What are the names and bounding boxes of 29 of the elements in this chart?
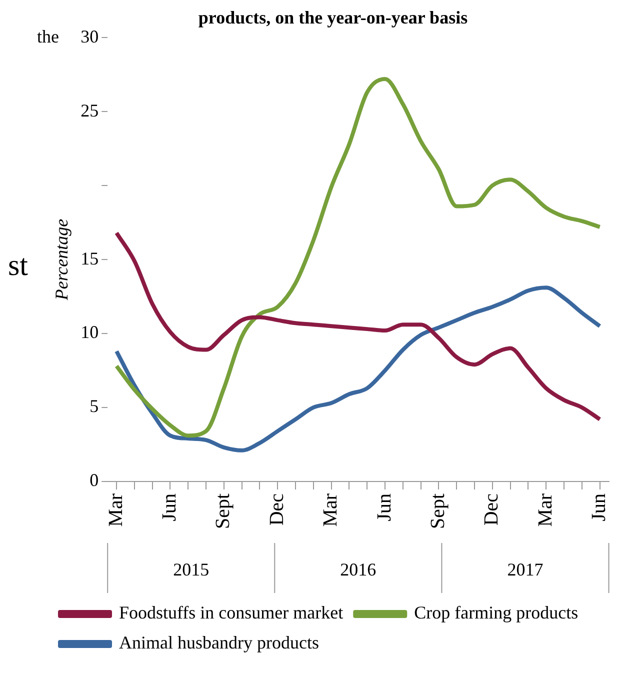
legend-label: Animal husbandry products — [119, 632, 319, 653]
y-tick-label: 15 — [80, 248, 99, 268]
x-tick-label: Jun — [158, 493, 180, 522]
y-axis-title: Percentage — [52, 218, 72, 302]
line-series — [114, 77, 602, 438]
line-series — [114, 286, 602, 452]
x-tick-label: Sept — [426, 493, 449, 530]
text: 2017 — [507, 560, 544, 580]
text: the — [37, 26, 59, 46]
x-tick-label: Sept — [212, 493, 234, 530]
y-tick-label: 5 — [90, 396, 99, 416]
x-tick-label: Jun — [588, 493, 610, 522]
line-series — [114, 230, 602, 422]
x-tick-label: Mar — [104, 493, 127, 527]
y-tick-label: 10 — [80, 322, 99, 342]
y-tick-label: 30 — [80, 26, 99, 46]
y-tick-label: 0 — [90, 470, 99, 490]
chart-title: products, on the year-on-year basis — [198, 7, 468, 28]
x-tick-label: Dec — [480, 493, 503, 526]
x-tick-label: Mar — [320, 493, 342, 527]
x-tick-label: Jun — [373, 493, 396, 522]
legend-label: Crop farming products — [414, 602, 578, 623]
text: 2016 — [340, 560, 376, 580]
legend-label: Foodstuffs in consumer market — [119, 602, 344, 623]
x-tick-label: Dec — [266, 493, 288, 526]
text: 2015 — [173, 560, 210, 580]
x-tick-label: Mar — [534, 493, 556, 527]
text: st — [8, 248, 29, 282]
y-tick-label: 25 — [80, 100, 99, 120]
